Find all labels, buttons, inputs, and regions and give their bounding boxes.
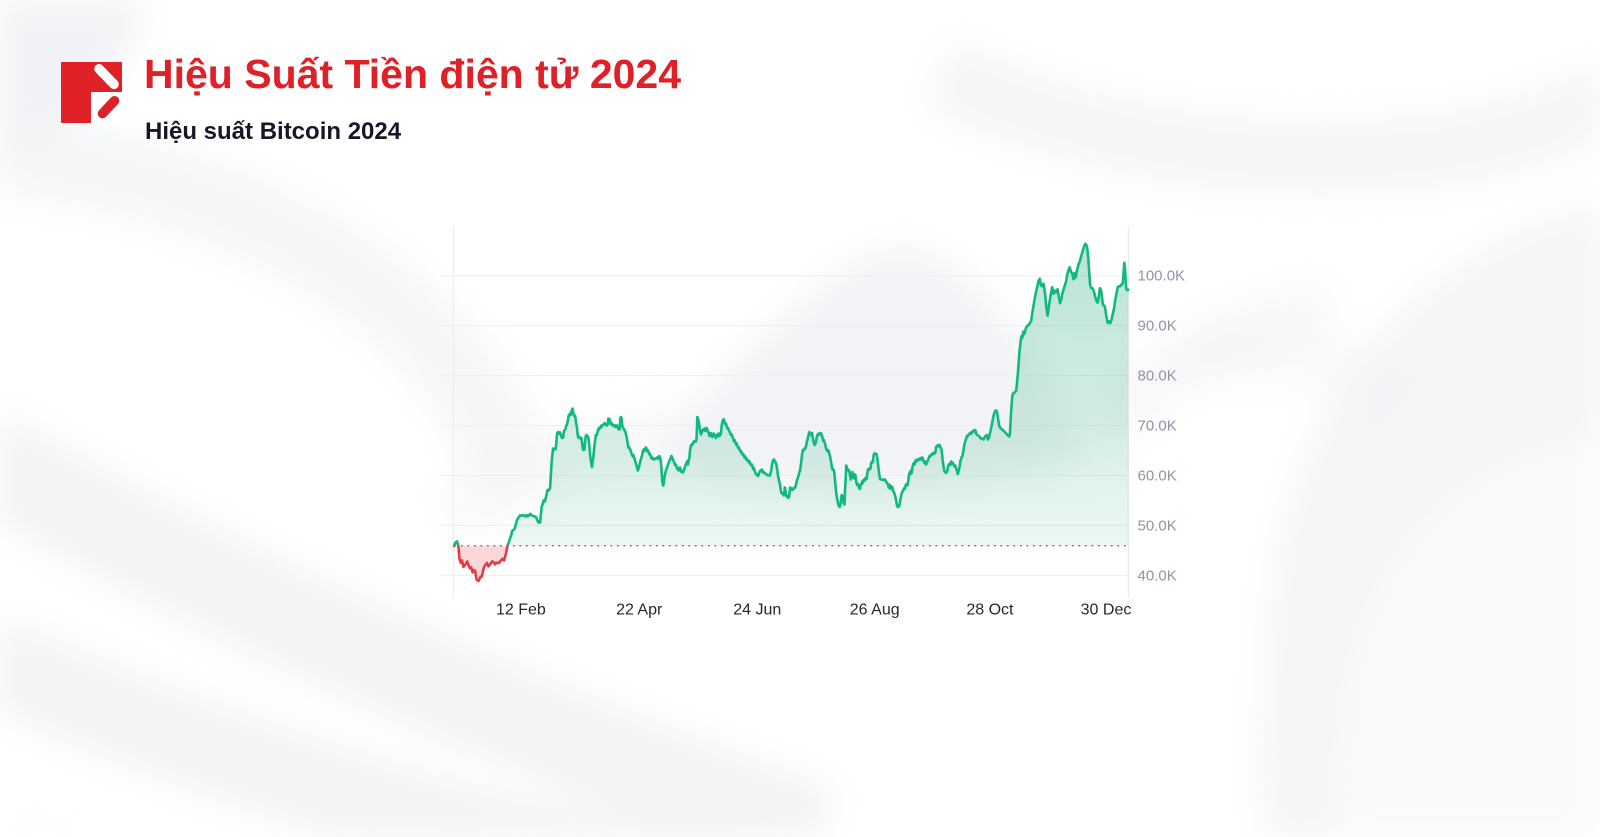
svg-text:22 Apr: 22 Apr (616, 602, 663, 619)
svg-text:30 Dec: 30 Dec (1081, 602, 1132, 619)
svg-text:70.0K: 70.0K (1138, 418, 1177, 435)
svg-text:26 Aug: 26 Aug (850, 602, 900, 619)
svg-text:28 Oct: 28 Oct (966, 602, 1014, 619)
svg-text:80.0K: 80.0K (1138, 368, 1177, 385)
svg-text:90.0K: 90.0K (1138, 318, 1177, 335)
svg-text:12 Feb: 12 Feb (496, 602, 546, 619)
svg-text:40.0K: 40.0K (1138, 567, 1177, 584)
svg-text:60.0K: 60.0K (1138, 468, 1177, 485)
svg-text:24 Jun: 24 Jun (733, 602, 781, 619)
svg-text:50.0K: 50.0K (1138, 517, 1177, 534)
svg-text:100.0K: 100.0K (1138, 268, 1186, 285)
